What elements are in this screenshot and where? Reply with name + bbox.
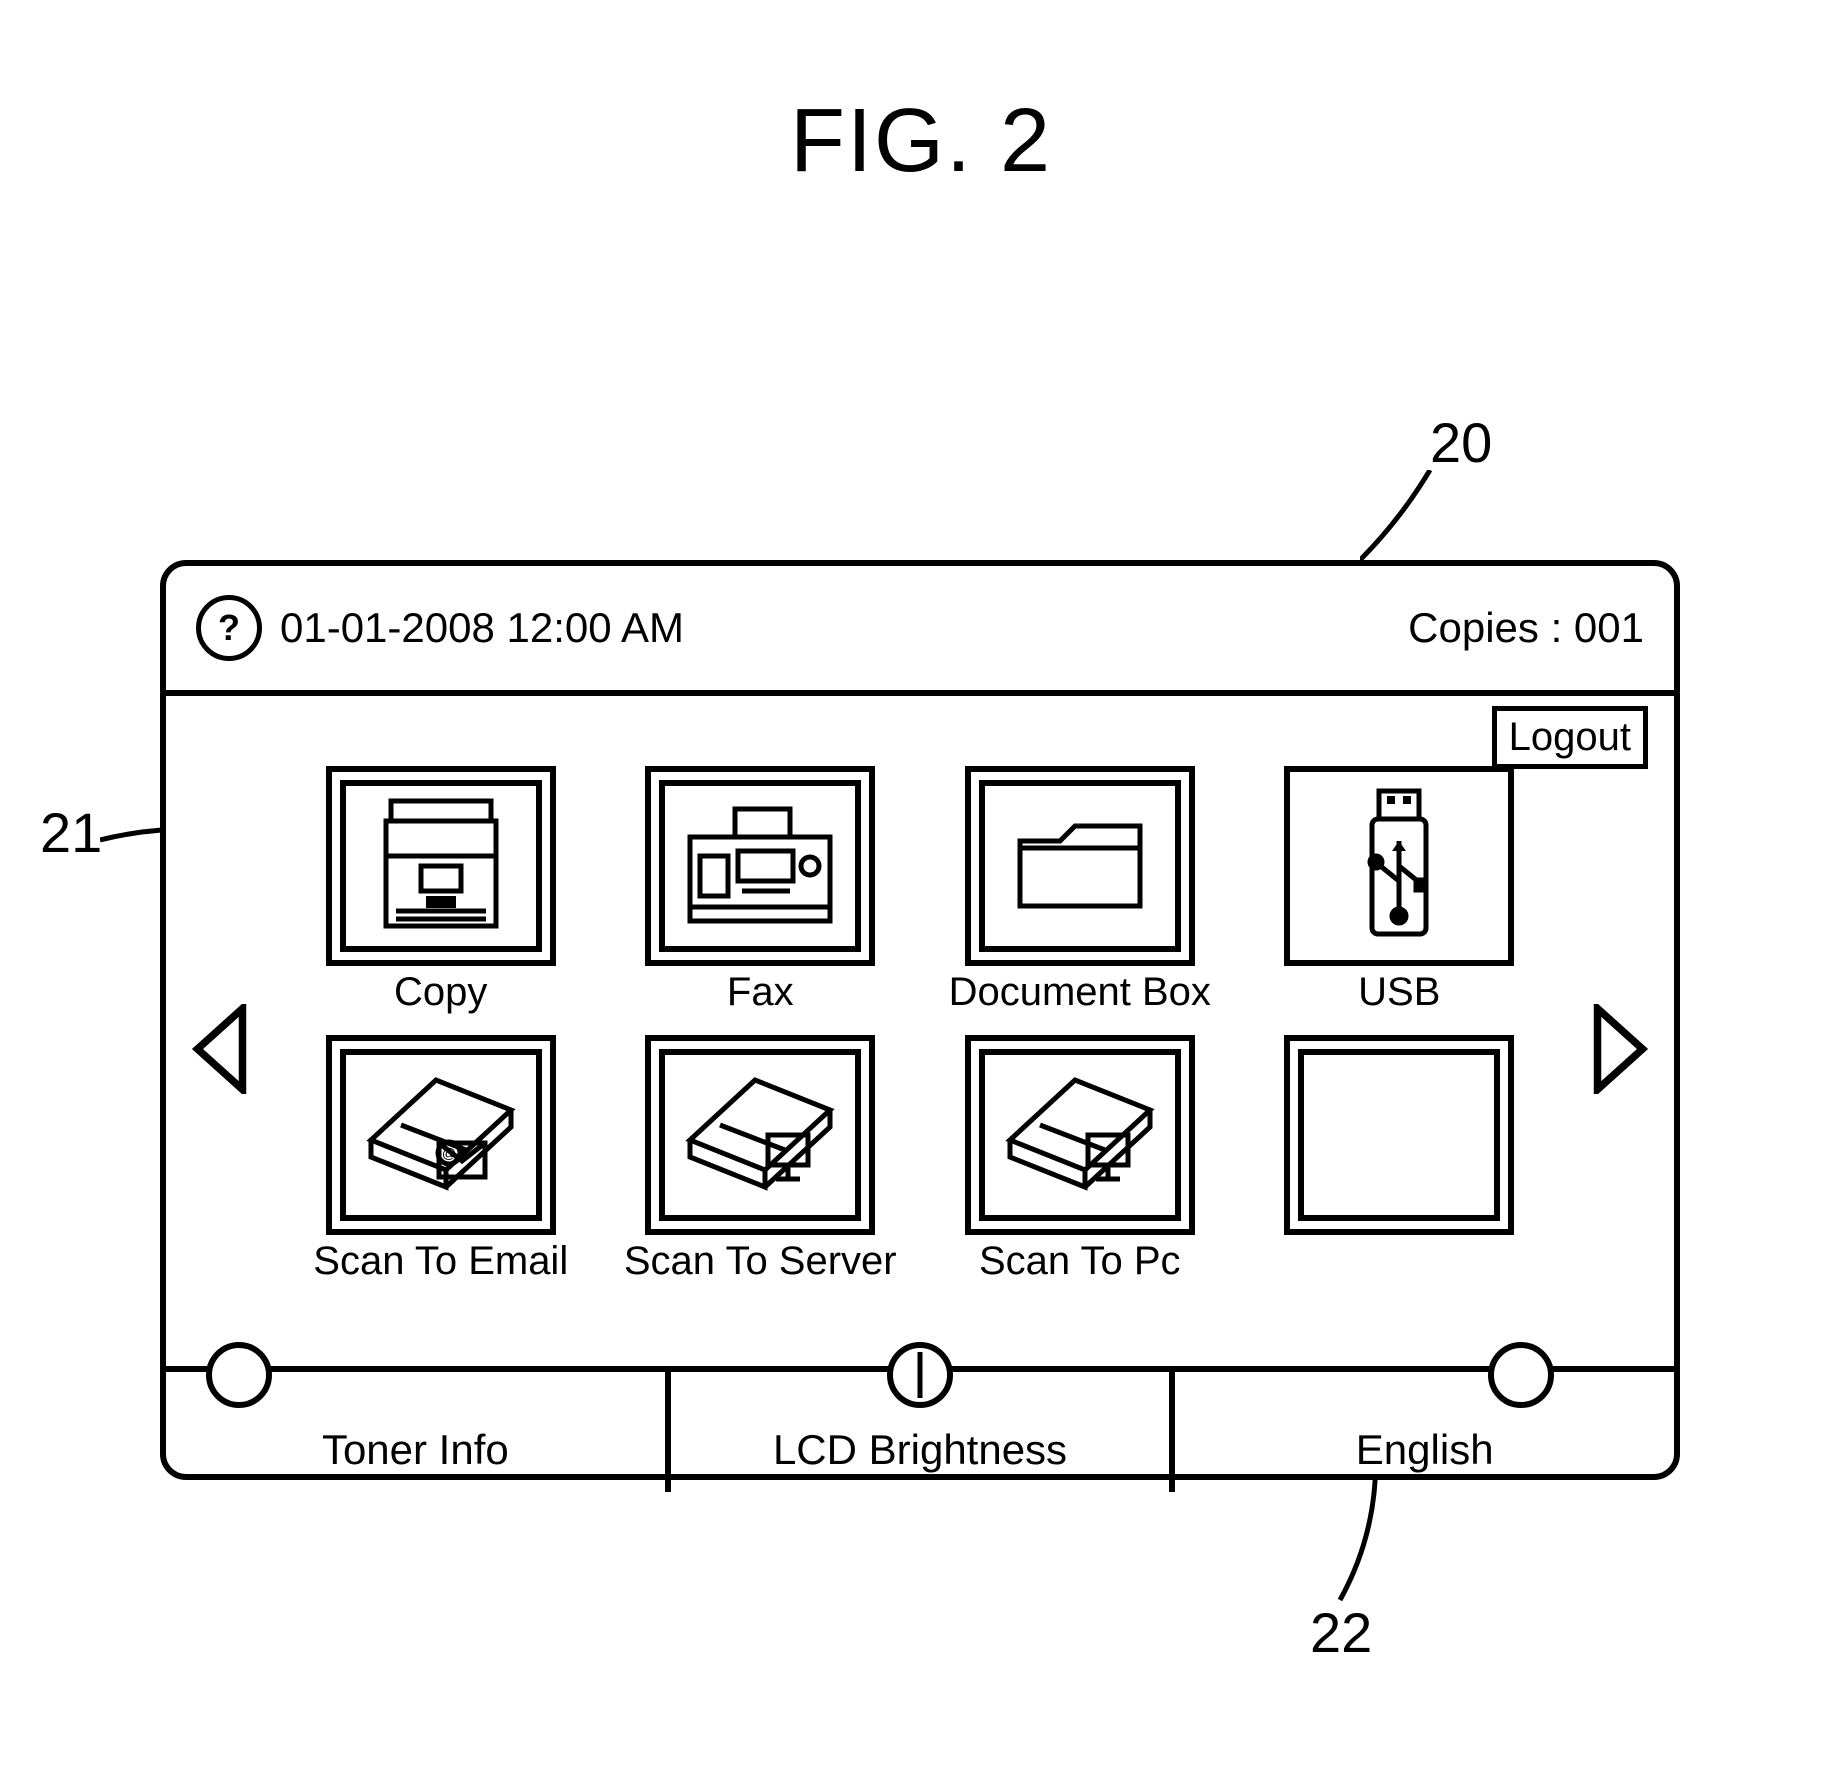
scan_server-icon	[645, 1035, 875, 1235]
tile-label: Scan To Email	[313, 1239, 568, 1284]
folder-icon	[965, 766, 1195, 966]
app-tile-scan-to-email[interactable]: @ Scan To Email	[296, 1035, 586, 1284]
tile-label: Copy	[394, 970, 487, 1015]
ref-22: 22	[1310, 1600, 1372, 1665]
app-tile-fax[interactable]: Fax	[616, 766, 906, 1015]
empty-icon	[1284, 1035, 1514, 1235]
toner-info-button[interactable]: Toner Info	[166, 1372, 665, 1492]
chevron-left-icon	[190, 1004, 250, 1094]
ref-20: 20	[1430, 410, 1492, 475]
language-label: English	[1356, 1426, 1494, 1474]
app-tile-copy[interactable]: Copy	[296, 766, 586, 1015]
chevron-right-icon	[1590, 1004, 1650, 1094]
language-knob-icon	[1488, 1342, 1554, 1408]
copies-label: Copies : 001	[1408, 604, 1644, 652]
tile-label: Scan To Pc	[979, 1239, 1181, 1284]
language-button[interactable]: English	[1169, 1372, 1674, 1492]
scan_pc-icon	[965, 1035, 1195, 1235]
toner-knob-icon	[206, 1342, 272, 1408]
device-screen: ? 01-01-2008 12:00 AM Copies : 001 Logou…	[160, 560, 1680, 1480]
lcd-brightness-button[interactable]: LCD Brightness	[665, 1372, 1170, 1492]
tile-label: Document Box	[949, 970, 1211, 1015]
figure-title: FIG. 2	[0, 90, 1842, 193]
app-tile-scan-to-pc[interactable]: Scan To Pc	[935, 1035, 1225, 1284]
fax-icon	[645, 766, 875, 966]
scan_email-icon: @	[326, 1035, 556, 1235]
bottom-bar: Toner Info LCD Brightness English	[166, 1366, 1674, 1474]
brightness-label: LCD Brightness	[773, 1426, 1067, 1474]
help-icon[interactable]: ?	[196, 595, 262, 661]
tile-label: Scan To Server	[624, 1239, 897, 1284]
app-tile-document-box[interactable]: Document Box	[935, 766, 1225, 1015]
ref-21: 21	[40, 800, 102, 865]
app-tile-empty[interactable]	[1255, 1035, 1545, 1284]
brightness-knob-icon	[887, 1342, 953, 1408]
app-grid: Copy Fax Document Box	[296, 766, 1544, 1284]
nav-right-button[interactable]	[1590, 1004, 1650, 1094]
nav-left-button[interactable]	[190, 1004, 250, 1094]
copier-icon	[326, 766, 556, 966]
tile-label: Fax	[727, 970, 794, 1015]
toner-label: Toner Info	[322, 1426, 509, 1474]
app-tile-usb[interactable]: USB	[1255, 766, 1545, 1015]
tile-label: USB	[1358, 970, 1440, 1015]
lead-20	[1360, 470, 1480, 570]
body-area: Logout Copy	[166, 696, 1674, 1366]
usb-icon	[1284, 766, 1514, 966]
app-tile-scan-to-server[interactable]: Scan To Server	[616, 1035, 906, 1284]
svg-text:@: @	[442, 1145, 456, 1161]
logout-button[interactable]: Logout	[1492, 706, 1648, 769]
datetime-label: 01-01-2008 12:00 AM	[280, 604, 684, 652]
top-bar: ? 01-01-2008 12:00 AM Copies : 001	[166, 566, 1674, 696]
